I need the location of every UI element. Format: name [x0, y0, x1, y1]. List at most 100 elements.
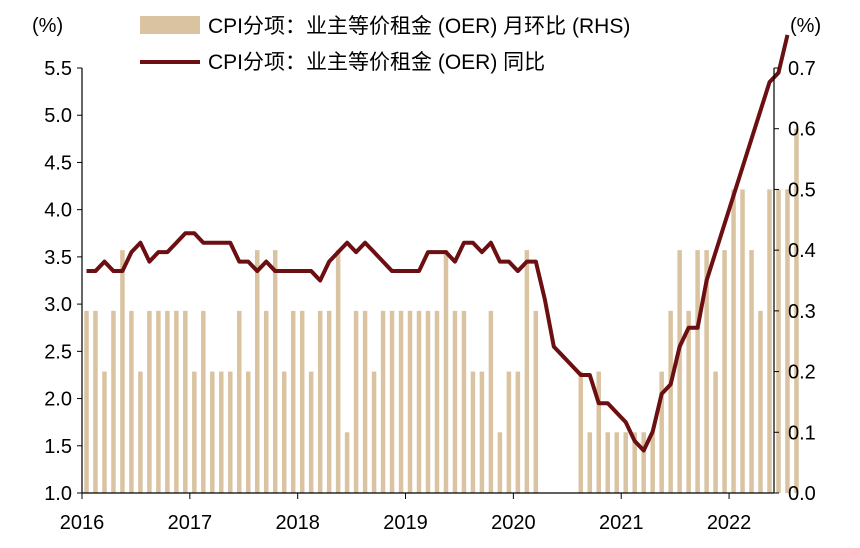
oer-mom-bar [129, 310, 134, 493]
right-tick-label: 0.1 [788, 422, 816, 444]
left-tick-label: 4.5 [44, 152, 72, 174]
oer-mom-bar [740, 189, 745, 493]
left-tick-label: 5.0 [44, 105, 72, 127]
right-tick-label: 0.7 [788, 58, 816, 80]
oer-mom-bar [497, 432, 503, 493]
oer-mom-bar [165, 310, 170, 493]
right-tick-label: 0.3 [788, 301, 816, 323]
oer-mom-bar [237, 310, 242, 493]
oer-mom-bar [722, 250, 727, 493]
x-tick-label: 2020 [491, 512, 536, 534]
right-axis-unit: (%) [790, 15, 821, 37]
oer-mom-bar [255, 250, 260, 493]
oer-mom-bar [84, 310, 89, 493]
oer-mom-bar [578, 371, 584, 493]
oer-mom-bar [641, 432, 646, 493]
oer-mom-bar [416, 310, 422, 493]
x-tick-label: 2016 [60, 512, 105, 534]
oer-mom-bar [758, 310, 763, 493]
oer-mom-bar [228, 371, 233, 493]
oer-mom-bar [668, 310, 673, 493]
oer-mom-bar [677, 250, 682, 493]
oer-mom-bar [111, 310, 116, 493]
oer-mom-bar [533, 310, 539, 493]
oer-mom-bar [138, 371, 143, 493]
oer-mom-bar [201, 310, 206, 493]
oer-mom-bar [344, 432, 350, 493]
oer-mom-bar [488, 310, 494, 493]
oer-mom-bar [389, 310, 395, 493]
oer-mom-bar [614, 432, 619, 493]
left-tick-label: 3.5 [44, 247, 72, 269]
oer-mom-bar [299, 310, 305, 493]
x-tick-label: 2019 [383, 512, 428, 534]
left-tick-label: 1.0 [44, 483, 72, 505]
line-series [86, 34, 790, 453]
oer-mom-bar [605, 432, 610, 493]
oer-mom-bar [93, 310, 98, 493]
x-tick-label: 2021 [599, 512, 644, 534]
oer-mom-bar [731, 189, 736, 493]
legend: CPI分项：业主等价租金 (OER) 月环比 (RHS) CPI分项：业主等价租… [140, 15, 630, 74]
oer-mom-bar [362, 310, 368, 493]
oer-mom-bar [434, 310, 440, 493]
oer-mom-bar [317, 310, 323, 493]
axes: 1.0 1.5 2.0 2.5 3.0 3.5 4.0 4.5 5.0 5.5 0.0 0.1 0.2 0… [44, 58, 816, 534]
legend-bar-swatch [140, 16, 200, 34]
oer-mom-bar [695, 250, 700, 493]
oer-mom-bar [713, 371, 718, 493]
x-tick-label: 2018 [275, 512, 320, 534]
oer-mom-bar [120, 250, 125, 493]
oer-mom-bar [192, 371, 197, 493]
oer-mom-bar [246, 371, 251, 493]
right-tick-label: 0.0 [788, 483, 816, 505]
oer-mom-bar [147, 310, 152, 493]
oer-mom-bar [335, 250, 341, 493]
oer-mom-bar [425, 310, 431, 493]
oer-mom-bar [407, 310, 413, 493]
left-tick-label: 2.0 [44, 389, 72, 411]
oer-mom-bar [623, 432, 628, 493]
oer-mom-bar [308, 371, 314, 493]
oer-mom-bar [686, 310, 691, 493]
right-tick-label: 0.4 [788, 240, 816, 262]
oer-mom-bar [587, 432, 593, 493]
oer-mom-bar [452, 310, 458, 493]
oer-mom-bar [506, 371, 512, 493]
left-tick-label: 3.0 [44, 294, 72, 316]
oer-mom-bar [371, 371, 377, 493]
x-tick-label: 2022 [707, 512, 752, 534]
oer-mom-bar [353, 310, 359, 493]
oer-mom-bar [461, 310, 467, 493]
oer-mom-bar [380, 310, 386, 493]
oer-mom-bar [183, 310, 188, 493]
left-tick-label: 1.5 [44, 436, 72, 458]
right-tick-label: 0.5 [788, 179, 816, 201]
oer-mom-bar [776, 189, 781, 493]
oer-mom-bar [785, 189, 790, 493]
oer-mom-bar [749, 250, 754, 493]
oer-mom-bar [290, 310, 296, 493]
oer-mom-bar [767, 189, 772, 493]
left-tick-label: 4.0 [44, 200, 72, 222]
x-tick-label: 2017 [168, 512, 213, 534]
oer-mom-bar [524, 250, 530, 493]
bar-series [84, 128, 799, 493]
left-tick-label: 5.5 [44, 58, 72, 80]
oer-mom-bar [263, 310, 269, 493]
oer-mom-bar [659, 371, 664, 493]
oer-mom-bar [794, 128, 799, 493]
oer-yoy-line [86, 34, 790, 453]
oer-mom-bar [470, 371, 476, 493]
oer-mom-bar [326, 310, 332, 493]
oer-mom-bar [398, 310, 404, 493]
oer-mom-bar [102, 371, 107, 493]
legend-bar-label: CPI分项：业主等价租金 (OER) 月环比 (RHS) [208, 15, 630, 38]
right-tick-label: 0.6 [788, 119, 816, 141]
oer-mom-bar [281, 371, 287, 493]
oer-mom-bar [632, 432, 637, 493]
left-tick-label: 2.5 [44, 341, 72, 363]
legend-line-label: CPI分项：业主等价租金 (OER) 同比 [208, 51, 545, 74]
oer-mom-bar [174, 310, 179, 493]
